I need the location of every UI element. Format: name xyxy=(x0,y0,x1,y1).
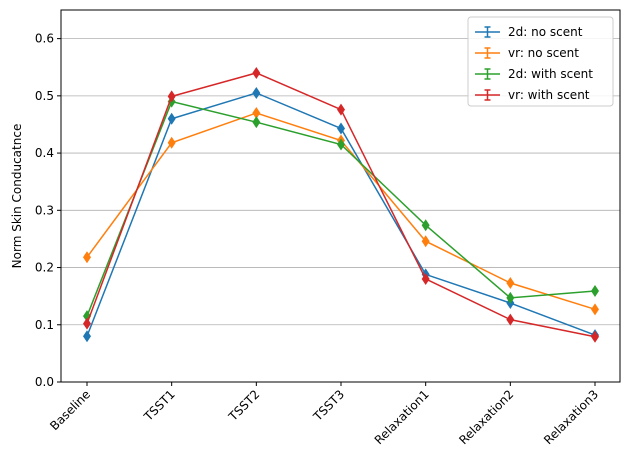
legend-label: vr: no scent xyxy=(508,46,579,60)
legend-label: vr: with scent xyxy=(508,88,590,102)
legend-box xyxy=(467,16,614,107)
y-tick-label: 0.5 xyxy=(35,89,54,103)
y-axis-label: Norm Skin Conducatnce xyxy=(10,124,24,269)
data-point-marker xyxy=(337,138,345,151)
x-tick-label: Relaxation1 xyxy=(372,387,432,447)
data-point-marker xyxy=(506,313,515,326)
grid-lines xyxy=(61,38,620,383)
x-tick-label: TSST3 xyxy=(310,387,347,424)
x-tick-label: Relaxation3 xyxy=(541,387,601,447)
data-point-marker xyxy=(421,219,430,232)
data-point-marker xyxy=(83,317,91,330)
data-point-marker xyxy=(83,251,91,264)
x-tick-label: Baseline xyxy=(47,387,93,433)
x-tick-label: TSST1 xyxy=(141,387,178,424)
data-point-marker xyxy=(167,136,176,149)
legend-item: vr: no scent xyxy=(475,46,579,60)
legend-label: 2d: with scent xyxy=(508,67,593,81)
data-point-marker xyxy=(167,112,176,125)
data-point-marker xyxy=(591,285,599,298)
data-point-marker xyxy=(252,66,261,79)
data-point-marker xyxy=(337,103,345,116)
data-point-marker xyxy=(252,116,261,129)
legend-label: 2d: no scent xyxy=(508,25,583,39)
y-tick-label: 0.2 xyxy=(35,261,54,275)
data-point-marker xyxy=(337,122,345,135)
y-axis: 0.0 0.1 0.2 0.3 0.4 0.5 0.6 xyxy=(35,32,61,389)
x-tick-label: Relaxation2 xyxy=(456,387,516,447)
series-2 xyxy=(83,107,599,316)
legend-item: 2d: with scent xyxy=(475,67,593,81)
data-point-marker xyxy=(83,330,91,343)
data-point-marker xyxy=(506,291,515,304)
y-tick-label: 0.1 xyxy=(35,318,54,332)
data-point-marker xyxy=(591,330,599,343)
series-4 xyxy=(83,66,599,343)
data-point-marker xyxy=(421,272,430,285)
data-point-marker xyxy=(252,86,261,99)
x-tick-label: TSST2 xyxy=(225,387,262,424)
series-layer xyxy=(83,66,599,343)
data-point-marker xyxy=(167,90,176,103)
x-axis: Baseline TSST1 TSST2 TSST3 Relaxation1 Relaxa… xyxy=(47,382,601,447)
y-tick-label: 0.4 xyxy=(35,146,54,160)
data-point-marker xyxy=(506,276,515,289)
legend-item: vr: with scent xyxy=(475,88,590,102)
data-point-marker xyxy=(252,107,261,120)
y-tick-label: 0.6 xyxy=(35,32,54,46)
data-point-marker xyxy=(421,235,430,248)
y-tick-label: 0.0 xyxy=(35,375,54,389)
y-tick-label: 0.3 xyxy=(35,203,54,217)
legend-item: 2d: no scent xyxy=(475,25,583,39)
legend: 2d: no scent vr: no scent 2d: with scent vr… xyxy=(467,16,614,107)
data-point-marker xyxy=(591,303,599,316)
